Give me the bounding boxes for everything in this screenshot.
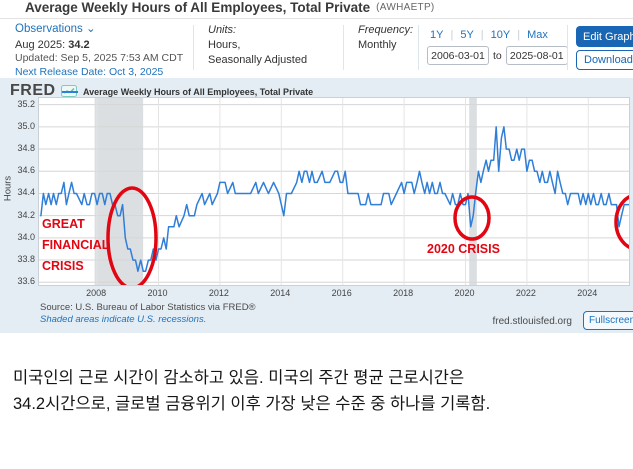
x-tick-label: 2024 xyxy=(577,288,598,298)
date-range-row: 2006-03-01 to 2025-08-01 xyxy=(427,46,568,65)
x-tick-label: 2016 xyxy=(331,288,352,298)
page-title: Average Weekly Hours of All Employees, T… xyxy=(25,0,371,15)
header-divider xyxy=(0,18,633,19)
y-tick-label: 33.6 xyxy=(17,276,35,287)
units-value-2: Seasonally Adjusted xyxy=(208,54,308,66)
range-10y[interactable]: 10Y xyxy=(490,29,511,41)
plot-area[interactable] xyxy=(38,97,630,286)
date-to-label: to xyxy=(493,49,502,62)
legend-label: Average Weekly Hours of All Employees, T… xyxy=(83,87,314,97)
y-tick-label: 34.0 xyxy=(17,231,35,242)
y-tick-label: 35.0 xyxy=(17,120,35,131)
series-header: Average Weekly Hours of All Employees, T… xyxy=(0,0,633,78)
source-note: Source: U.S. Bureau of Labor Statistics … xyxy=(40,302,256,313)
updated-timestamp: Updated: Sep 5, 2025 7:53 AM CDT xyxy=(15,52,184,64)
line-chart xyxy=(39,98,629,285)
annotation-2020-crisis: 2020 CRISIS xyxy=(427,242,500,256)
units-label: Units: xyxy=(208,24,237,36)
x-tick-label: 2012 xyxy=(208,288,229,298)
observations-dropdown[interactable]: Observations ⌄ xyxy=(15,23,96,35)
legend-line-swatch xyxy=(62,91,78,93)
title-row: Average Weekly Hours of All Employees, T… xyxy=(8,0,435,17)
fred-logo: FRED xyxy=(10,82,56,99)
y-tick-label: 33.8 xyxy=(17,254,35,265)
edit-graph-button[interactable]: Edit Graph ✎ xyxy=(576,26,633,47)
korean-commentary: 미국인의 근로 시간이 감소하고 있음. 미국의 주간 평균 근로시간은 34.… xyxy=(13,339,621,469)
x-tick-label: 2022 xyxy=(515,288,536,298)
observations-block: Observations ⌄ Aug 2025: 34.2 Updated: S… xyxy=(15,23,183,79)
date-from-input[interactable]: 2006-03-01 xyxy=(427,46,489,65)
y-tick-label: 34.8 xyxy=(17,143,35,154)
units-value-1: Hours, xyxy=(208,39,241,51)
units-block: Units: Hours, Seasonally Adjusted xyxy=(208,23,307,68)
fred-chart-panel: FRED Average Weekly Hours of All Employe… xyxy=(0,78,633,333)
x-tick-label: 2014 xyxy=(270,288,291,298)
chart-legend: Average Weekly Hours of All Employees, T… xyxy=(62,87,313,97)
y-tick-label: 34.2 xyxy=(17,209,35,220)
range-max[interactable]: Max xyxy=(527,29,548,41)
fullscreen-button[interactable]: Fullscreen xyxy=(583,311,633,330)
annotation-great-financial-crisis: GREAT FINANCIAL CRISIS xyxy=(42,217,110,273)
frequency-block: Frequency: Monthly xyxy=(358,23,413,53)
x-tick-label: 2008 xyxy=(86,288,107,298)
range-5y[interactable]: 5Y xyxy=(460,29,474,41)
y-tick-label: 35.2 xyxy=(17,98,35,109)
x-tick-label: 2018 xyxy=(393,288,414,298)
frequency-label: Frequency: xyxy=(358,24,414,36)
x-tick-label: 2020 xyxy=(454,288,475,298)
y-tick-label: 34.6 xyxy=(17,165,35,176)
range-separator: | xyxy=(450,29,454,41)
column-divider xyxy=(193,25,194,70)
range-separator: | xyxy=(517,29,521,41)
column-divider xyxy=(418,25,419,70)
y-tick-label: 34.4 xyxy=(17,187,35,198)
range-1y[interactable]: 1Y xyxy=(430,29,444,41)
site-url: fred.stlouisfed.org xyxy=(492,316,573,327)
latest-observation: Aug 2025: 34.2 xyxy=(15,38,90,51)
x-tick-label: 2010 xyxy=(147,288,168,298)
column-divider xyxy=(343,25,344,70)
commentary-paragraph-1: 미국인의 근로 시간이 감소하고 있음. 미국의 주간 평균 근로시간은 34.… xyxy=(13,369,491,413)
bookmark-icon[interactable] xyxy=(8,0,19,14)
date-to-input[interactable]: 2025-08-01 xyxy=(505,46,568,65)
next-release-link[interactable]: Next Release Date: Oct 3, 2025 xyxy=(15,65,164,78)
series-code: (AWHAETP) xyxy=(376,1,435,13)
range-separator: | xyxy=(480,29,484,41)
recession-note: Shaded areas indicate U.S. recessions. xyxy=(40,314,207,325)
download-button[interactable]: Download ↓ xyxy=(576,50,633,70)
frequency-value: Monthly xyxy=(358,39,397,51)
column-divider xyxy=(567,25,568,70)
range-selector: 1Y | 5Y | 10Y | Max xyxy=(430,29,548,41)
